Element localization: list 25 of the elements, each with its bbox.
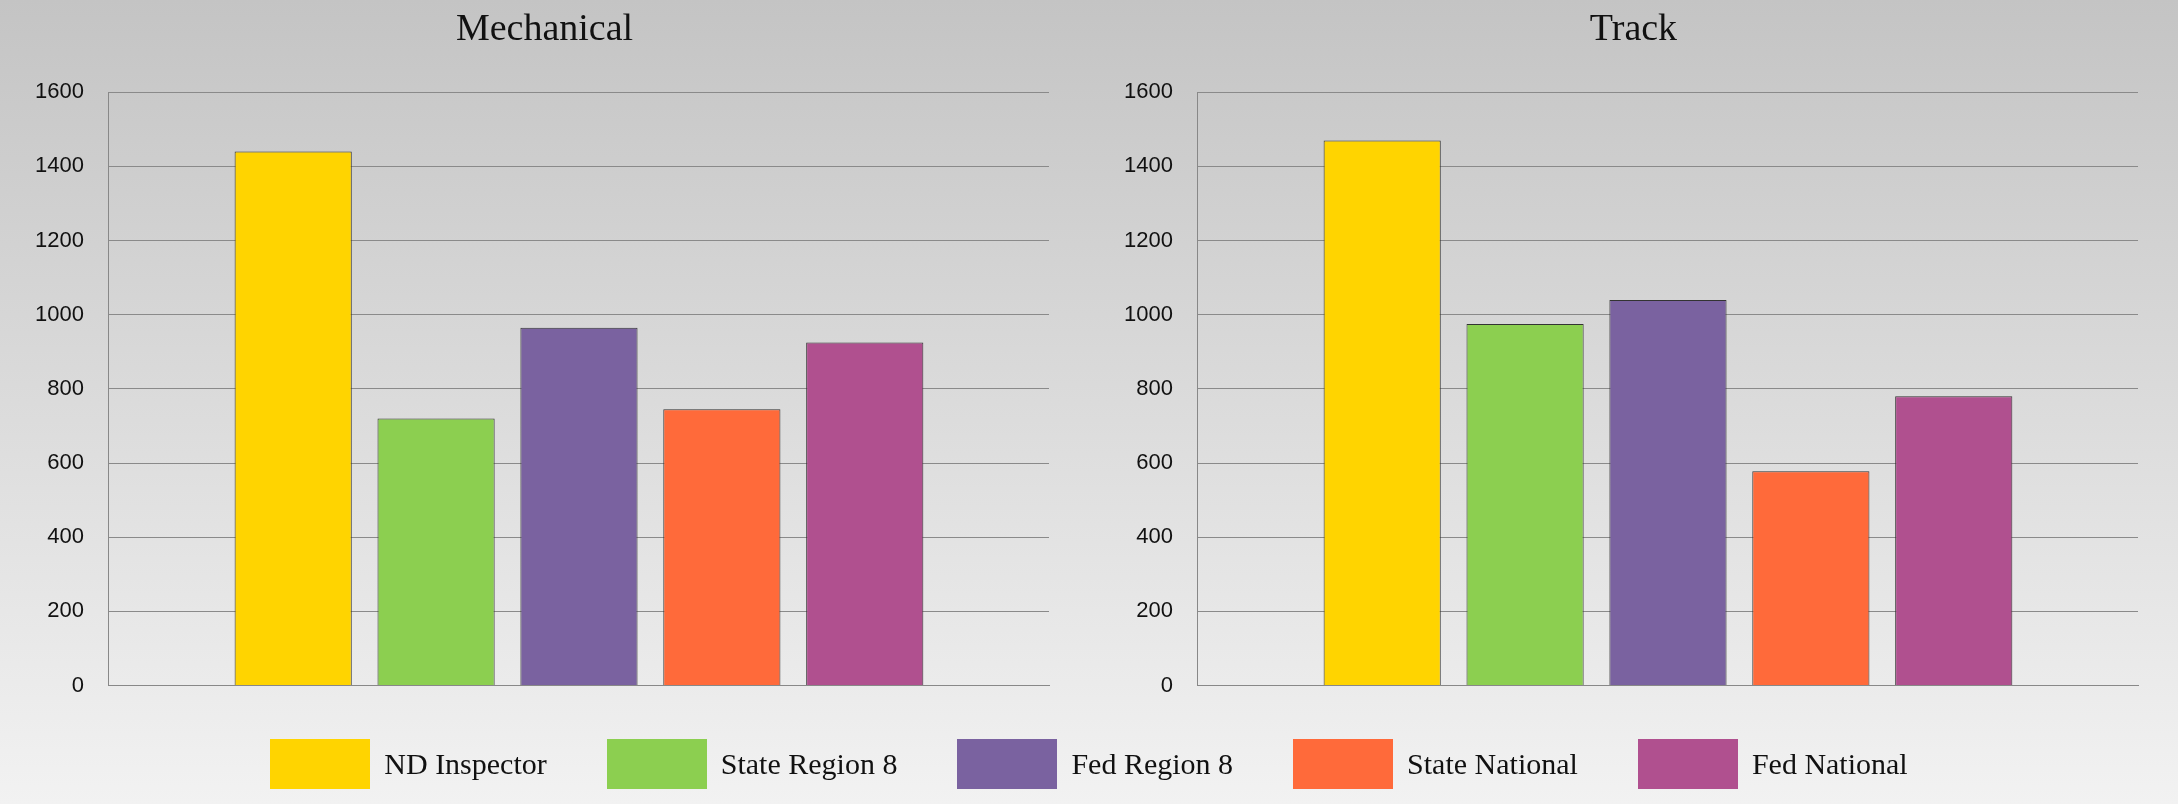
chart-title: Mechanical xyxy=(454,5,635,50)
y-tick-label: 200 xyxy=(1136,597,1173,623)
y-tick-label: 1000 xyxy=(34,300,84,326)
legend-label: ND Inspector xyxy=(384,747,547,781)
y-tick-label: 0 xyxy=(71,671,84,697)
y-tick-label: 1000 xyxy=(1123,300,1173,326)
y-tick-label: 200 xyxy=(47,597,84,623)
y-tick-label: 1400 xyxy=(1123,152,1173,178)
y-tick-label: 1200 xyxy=(1123,226,1173,252)
y-tick-label: 1400 xyxy=(34,152,84,178)
y-tick-label: 0 xyxy=(1160,671,1173,697)
legend-label: State National xyxy=(1407,747,1578,781)
y-tick-label: 800 xyxy=(47,374,84,400)
y-tick-label: 600 xyxy=(47,449,84,475)
y-tick-label: 1600 xyxy=(1123,78,1173,104)
y-tick-label: 1600 xyxy=(34,78,84,104)
y-tick-label: 400 xyxy=(1136,523,1173,549)
y-tick-label: 1200 xyxy=(34,226,84,252)
y-tick-label: 400 xyxy=(47,523,84,549)
legend-label: Fed Region 8 xyxy=(1071,747,1234,781)
chart-title: Track xyxy=(1588,5,1679,50)
legend-label: State Region 8 xyxy=(720,747,898,781)
y-tick-label: 800 xyxy=(1136,374,1173,400)
legend-label: Fed National xyxy=(1751,747,1908,781)
y-tick-label: 600 xyxy=(1136,449,1173,475)
